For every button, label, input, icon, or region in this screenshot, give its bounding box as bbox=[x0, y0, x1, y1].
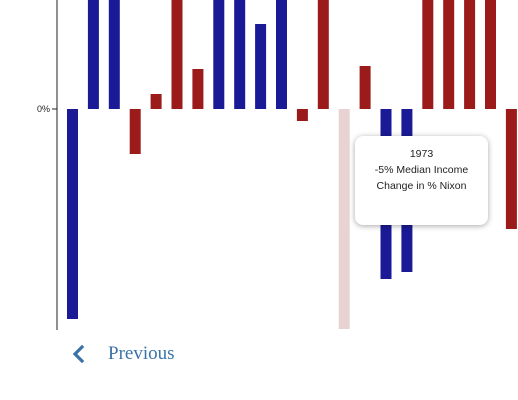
y-tick-label-0: 0% bbox=[37, 104, 50, 114]
bar-19[interactable] bbox=[443, 0, 455, 109]
bar-8[interactable] bbox=[213, 0, 225, 109]
chevron-left-icon bbox=[72, 344, 85, 364]
bar-13[interactable] bbox=[317, 0, 329, 109]
bar-7[interactable] bbox=[192, 69, 204, 109]
bar-9[interactable] bbox=[234, 0, 246, 109]
tooltip-median-income: -5% Median Income bbox=[374, 164, 469, 176]
y-axis-ticks: 0% bbox=[37, 104, 57, 114]
bar-12[interactable] bbox=[296, 109, 308, 121]
bar-6[interactable] bbox=[171, 0, 183, 109]
previous-button[interactable]: Previous bbox=[68, 338, 175, 370]
bar-20[interactable] bbox=[464, 0, 476, 109]
bar-15[interactable] bbox=[359, 66, 371, 109]
bar-10[interactable] bbox=[255, 24, 267, 109]
tooltip-change-label: Change in % Nixon bbox=[376, 180, 467, 192]
bar-18[interactable] bbox=[422, 0, 434, 109]
bar-1[interactable] bbox=[67, 109, 78, 319]
bar-14[interactable] bbox=[338, 109, 350, 329]
previous-label: Previous bbox=[108, 343, 175, 364]
bar-3[interactable] bbox=[108, 0, 120, 109]
chart-tooltip: 1973 -5% Median Income Change in % Nixon bbox=[355, 136, 488, 225]
bar-11[interactable] bbox=[276, 0, 287, 109]
bar-2[interactable] bbox=[87, 0, 99, 109]
bar-22[interactable] bbox=[505, 109, 517, 229]
bar-5[interactable] bbox=[150, 94, 162, 109]
bar-4[interactable] bbox=[129, 109, 141, 154]
tooltip-year: 1973 bbox=[409, 148, 434, 160]
bar-21[interactable] bbox=[485, 0, 496, 109]
